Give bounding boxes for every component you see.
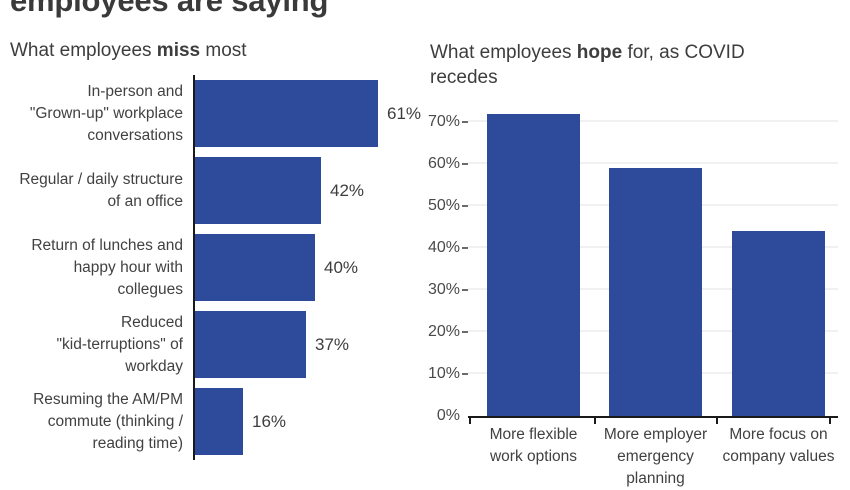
bar [732,231,825,416]
y-tick-label: 40% [427,239,460,256]
y-tick-label: 60% [427,155,460,172]
x-tick-mark [716,418,718,424]
y-tick-mark [462,289,468,291]
value-label: 16% [252,411,287,431]
x-tick-mark [594,418,596,424]
category-label: Resuming the AM/PM commute (thinking / r… [33,390,183,452]
bar-track: 61% [193,75,424,152]
value-label: 40% [324,257,359,277]
value-label: 42% [330,180,365,200]
category-label: Regular / daily structure of an office [19,170,183,210]
bar-row: Regular / daily structure of an office 42… [10,152,424,229]
bar [609,168,702,416]
value-label: 61% [387,103,422,123]
y-tick-mark [462,373,468,375]
y-tick-label: 50% [427,197,460,214]
hope-chart-title-prefix: What employees [430,42,577,63]
x-tick-mark [829,418,831,424]
miss-chart-title-prefix: What employees [10,40,157,61]
miss-chart-title: What employees miss most [10,40,247,62]
y-tick-mark [462,205,468,207]
y-tick-mark [462,121,468,123]
category-label: Reduced "kid-terruptions" of workday [56,313,183,375]
gridline [468,162,838,164]
y-tick-label: 0% [436,407,460,424]
y-tick-label: 20% [427,323,460,340]
bar-track: 42% [193,152,424,229]
bar-row: Resuming the AM/PM commute (thinking / r… [10,383,424,460]
y-tick-mark [462,331,468,333]
gridline [468,120,838,122]
bar [195,80,378,147]
category-label: In-person and "Grown-up" workplace conve… [29,82,183,144]
bar [195,388,243,455]
value-label: 37% [315,334,350,354]
miss-chart-plot: In-person and "Grown-up" workplace conve… [10,75,424,460]
bar [195,157,321,224]
category-label: More flexible work options [489,426,578,465]
page-title: employees are saying [10,0,329,18]
category-label: Return of lunches and happy hour with co… [31,236,183,298]
bar-track: 40% [193,229,424,306]
bar-row: Reduced "kid-terruptions" of workday 37% [10,306,424,383]
miss-chart-title-keyword: miss [156,40,201,61]
y-tick-label: 70% [427,113,460,130]
category-label: More focus on company values [722,426,835,465]
hope-chart-title-suffix: for, as COVID recedes [430,42,745,88]
bar [487,113,580,416]
bar [195,311,306,378]
y-tick-label: 30% [427,281,460,298]
x-tick-mark [469,418,471,424]
bar-row: In-person and "Grown-up" workplace conve… [10,75,424,152]
hope-chart-title: What employees hope for, as COVID recede… [430,40,782,90]
category-label: More employer emergency planning [603,426,708,487]
bar-row: Return of lunches and happy hour with co… [10,229,424,306]
y-tick-mark [462,247,468,249]
hope-chart-plot: 0% 10% 20% 30% 40% 50% 60% 70% [428,106,838,424]
bar-track: 16% [193,383,424,460]
hope-chart-title-keyword: hope [576,42,623,63]
bar [195,234,315,301]
y-tick-label: 10% [427,365,460,382]
miss-chart-title-suffix: most [200,40,247,61]
y-tick-mark [462,163,468,165]
bar-track: 37% [193,306,424,383]
